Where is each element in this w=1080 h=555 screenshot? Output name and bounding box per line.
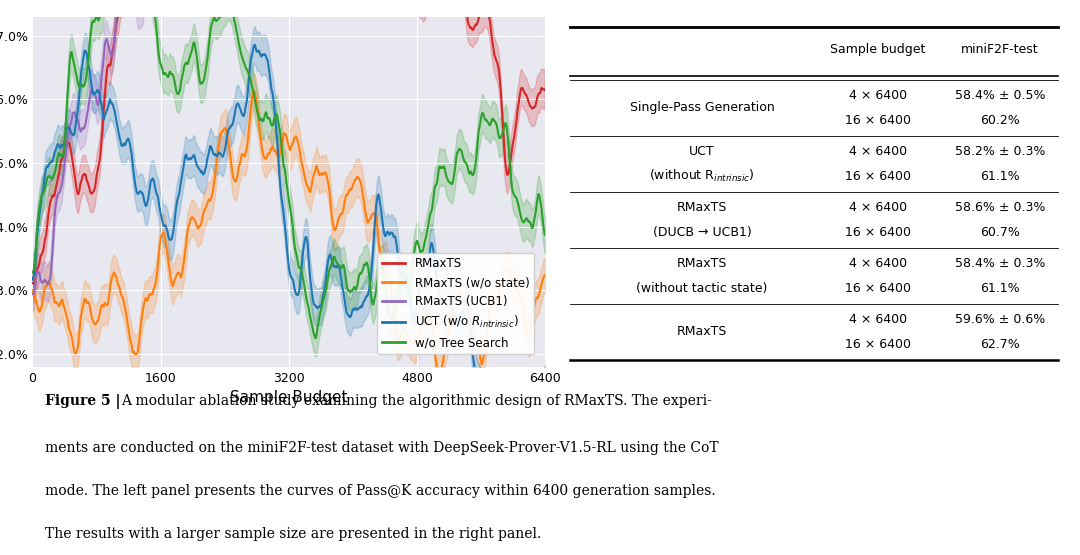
Text: 61.1%: 61.1% [980, 281, 1020, 295]
UCT (w/o R_intrinsic) [158, 223, 171, 229]
Text: 16 × 6400: 16 × 6400 [845, 281, 910, 295]
Text: 60.7%: 60.7% [980, 225, 1020, 239]
RMaxTS (w/o state) [430, 360, 443, 366]
Text: 16 × 6400: 16 × 6400 [845, 225, 910, 239]
Text: mode. The left panel presents the curves of Pass@K accuracy within 6400 generati: mode. The left panel presents the curves… [44, 484, 715, 498]
Text: Sample budget: Sample budget [831, 43, 926, 57]
Text: 58.6% ± 0.3%: 58.6% ± 0.3% [955, 201, 1045, 214]
RMaxTS [27, 280, 40, 287]
RMaxTS (w/o state) [163, 270, 176, 276]
UCT (w/o R_intrinsic) [539, 381, 552, 387]
Text: RMaxTS: RMaxTS [677, 257, 727, 270]
Text: 4 × 6400: 4 × 6400 [849, 89, 907, 102]
Text: 4 × 6400: 4 × 6400 [849, 145, 907, 158]
RMaxTS [539, 87, 552, 93]
w/o Tree Search [87, 18, 100, 25]
w/o Tree Search [26, 269, 39, 276]
RMaxTS (w/o state) [106, 273, 119, 280]
Text: miniF2F-test: miniF2F-test [961, 43, 1039, 57]
RMaxTS (UCB1) [26, 291, 39, 297]
Text: The results with a larger sample size are presented in the right panel.: The results with a larger sample size ar… [44, 527, 541, 541]
UCT (w/o R_intrinsic) [523, 455, 536, 461]
Text: 58.4% ± 0.3%: 58.4% ± 0.3% [955, 257, 1045, 270]
w/o Tree Search [72, 82, 85, 88]
RMaxTS (UCB1) [106, 52, 119, 59]
Text: Figure 5 |: Figure 5 | [44, 394, 125, 409]
RMaxTS [87, 187, 100, 194]
Text: (without tactic state): (without tactic state) [636, 281, 768, 295]
UCT (w/o R_intrinsic) [163, 236, 176, 243]
Line: RMaxTS: RMaxTS [32, 0, 545, 284]
Text: 59.6% ± 0.6%: 59.6% ± 0.6% [955, 313, 1045, 326]
Text: 4 × 6400: 4 × 6400 [849, 313, 907, 326]
RMaxTS (UCB1) [72, 119, 85, 125]
Text: 61.1%: 61.1% [980, 169, 1020, 183]
X-axis label: Sample Budget: Sample Budget [230, 390, 348, 405]
RMaxTS (w/o state) [432, 374, 445, 380]
RMaxTS (w/o state) [247, 88, 260, 94]
RMaxTS [26, 280, 39, 286]
Text: (DUCB → UCB1): (DUCB → UCB1) [652, 225, 752, 239]
UCT (w/o R_intrinsic) [106, 100, 119, 107]
Text: (without R$_{intrinsic}$): (without R$_{intrinsic}$) [649, 168, 755, 184]
Text: UCT: UCT [689, 145, 715, 158]
Legend: RMaxTS, RMaxTS (w/o state), RMaxTS (UCB1), UCT (w/o $R_{intrinsic}$), w/o Tree S: RMaxTS, RMaxTS (w/o state), RMaxTS (UCB1… [377, 253, 535, 354]
Text: 4 × 6400: 4 × 6400 [849, 257, 907, 270]
w/o Tree Search [164, 68, 177, 75]
RMaxTS (UCB1) [87, 89, 100, 96]
Text: 16 × 6400: 16 × 6400 [845, 114, 910, 127]
RMaxTS (UCB1) [26, 291, 39, 297]
Text: RMaxTS: RMaxTS [677, 201, 727, 214]
Text: 4 × 6400: 4 × 6400 [849, 201, 907, 214]
Text: 62.7%: 62.7% [980, 337, 1020, 351]
RMaxTS (w/o state) [72, 340, 85, 346]
Line: RMaxTS (w/o state): RMaxTS (w/o state) [32, 91, 545, 377]
UCT (w/o R_intrinsic) [430, 272, 443, 279]
Text: 58.4% ± 0.5%: 58.4% ± 0.5% [955, 89, 1045, 102]
Text: ments are conducted on the miniF2F-test dataset with DeepSeek-Prover-V1.5-RL usi: ments are conducted on the miniF2F-test … [44, 441, 718, 455]
w/o Tree Search [159, 70, 172, 77]
Text: 16 × 6400: 16 × 6400 [845, 169, 910, 183]
Text: RMaxTS: RMaxTS [677, 325, 727, 339]
Line: UCT (w/o R_intrinsic): UCT (w/o R_intrinsic) [32, 45, 545, 458]
RMaxTS [72, 190, 85, 197]
Text: 58.2% ± 0.3%: 58.2% ± 0.3% [955, 145, 1045, 158]
w/o Tree Search [430, 181, 443, 188]
RMaxTS (w/o state) [539, 271, 552, 278]
Text: Single-Pass Generation: Single-Pass Generation [630, 101, 774, 114]
UCT (w/o R_intrinsic) [72, 103, 85, 110]
UCT (w/o R_intrinsic) [26, 276, 39, 283]
RMaxTS (w/o state) [26, 287, 39, 294]
w/o Tree Search [539, 232, 552, 239]
RMaxTS [106, 51, 119, 57]
Text: 16 × 6400: 16 × 6400 [845, 337, 910, 351]
RMaxTS (w/o state) [158, 234, 171, 240]
Text: 60.2%: 60.2% [980, 114, 1020, 127]
UCT (w/o R_intrinsic) [248, 42, 261, 48]
Line: RMaxTS (UCB1): RMaxTS (UCB1) [32, 0, 545, 294]
RMaxTS (w/o state) [87, 320, 100, 326]
w/o Tree Search [309, 335, 322, 341]
Line: w/o Tree Search: w/o Tree Search [32, 0, 545, 338]
UCT (w/o R_intrinsic) [87, 91, 100, 98]
Text: A modular ablation study examining the algorithmic design of RMaxTS. The experi-: A modular ablation study examining the a… [121, 394, 713, 408]
